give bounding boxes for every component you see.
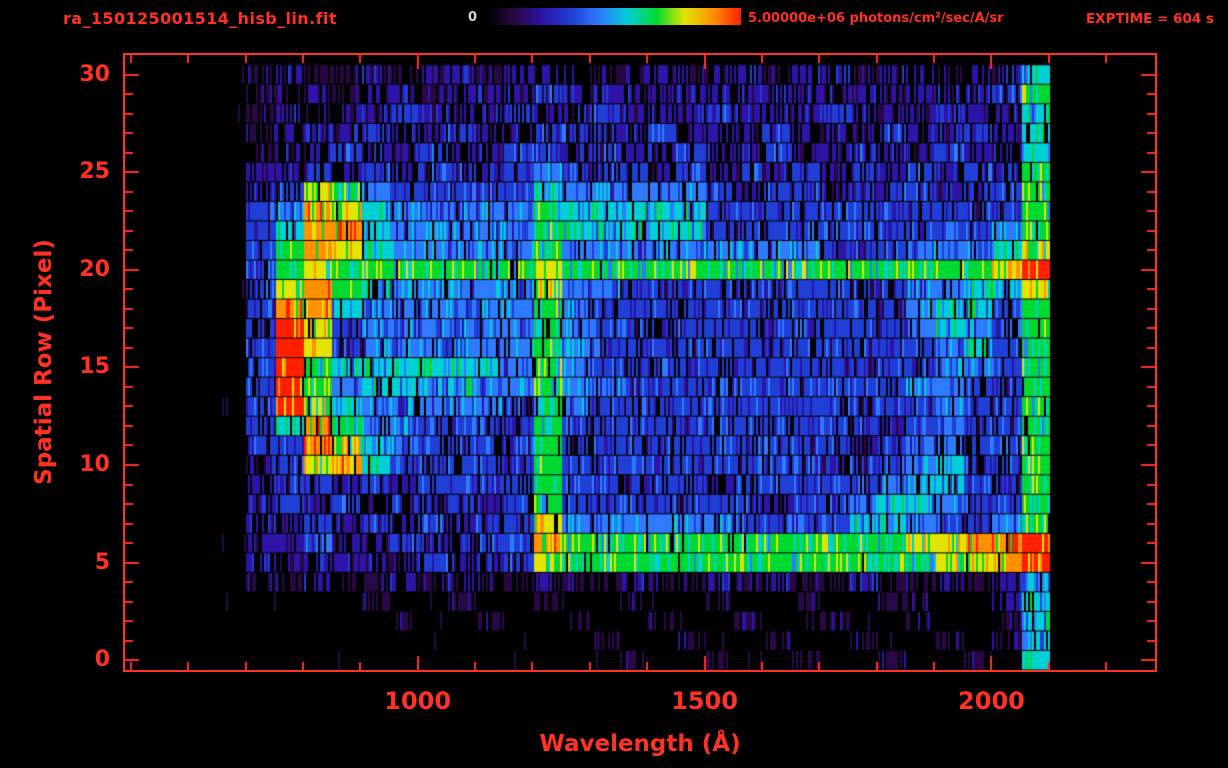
y-tick-label: 30: [79, 61, 110, 87]
y-tick-label: 5: [94, 549, 110, 575]
colorbar-max-label: 5.00000e+06 photons/cm²/sec/A/sr: [748, 11, 1004, 26]
y-tick-label: 20: [79, 256, 110, 282]
colorbar-gradient: [487, 8, 741, 25]
spectral-heatmap-canvas: [125, 55, 1155, 670]
x-tick-label: 1500: [671, 687, 738, 715]
y-tick-label: 15: [79, 354, 110, 380]
y-axis-title: Spatial Row (Pixel): [31, 239, 57, 485]
y-tick-label: 10: [79, 452, 110, 477]
exptime-label: EXPTIME = 604 s: [1085, 11, 1214, 27]
colorbar-min-label: 0: [468, 10, 478, 25]
y-tick-label: 0: [94, 647, 110, 673]
plot-frame: [123, 53, 1157, 672]
x-axis-title: Wavelength (Å): [539, 731, 741, 757]
file-title: ra_150125001514_hisb_lin.fit: [63, 9, 337, 28]
x-tick-label: 1000: [384, 687, 452, 715]
y-tick-label: 25: [79, 159, 110, 185]
x-tick-label: 2000: [958, 687, 1025, 715]
